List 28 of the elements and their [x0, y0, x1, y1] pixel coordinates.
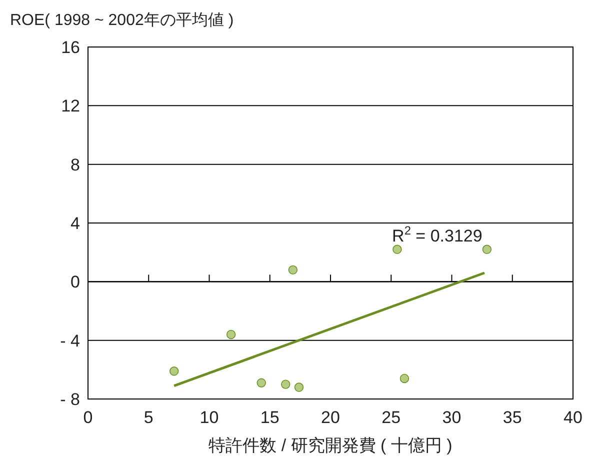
- x-tick-label: 15: [260, 408, 280, 427]
- annotation: R$^{2}$ = 0.3129: [392, 223, 482, 246]
- x-tick-label: 30: [442, 408, 462, 427]
- point: [392, 244, 402, 254]
- point: [482, 244, 492, 254]
- x-tick-label: 40: [564, 408, 582, 427]
- x-axis-title: 特許件数 / 研究開発費 ( 十億円 ): [208, 436, 452, 455]
- x-tick-label: 0: [83, 408, 93, 427]
- point: [256, 378, 266, 388]
- y-tick-label: 16: [61, 38, 80, 57]
- y-tick-label: - 4: [60, 331, 80, 350]
- x-tick-label: 5: [144, 408, 154, 427]
- y-tick-label: 8: [70, 155, 80, 174]
- y-tick-label: 0: [70, 272, 80, 292]
- x-tick-label: 25: [382, 408, 401, 427]
- point: [281, 380, 290, 389]
- y-tick-label: - 8: [60, 390, 80, 409]
- point: [400, 374, 410, 384]
- y-axis-title: ROE( 1998 ~ 2002年の平均値 ): [10, 12, 234, 29]
- x-tick-label: 20: [321, 408, 340, 427]
- y-tick-label: 12: [61, 96, 80, 116]
- point: [226, 330, 236, 340]
- point: [294, 382, 304, 392]
- point: [169, 366, 179, 376]
- y-tick-label: 4: [70, 214, 80, 233]
- point: [288, 265, 298, 275]
- x-tick-label: 10: [200, 408, 219, 427]
- x-tick-label: 35: [502, 408, 522, 427]
